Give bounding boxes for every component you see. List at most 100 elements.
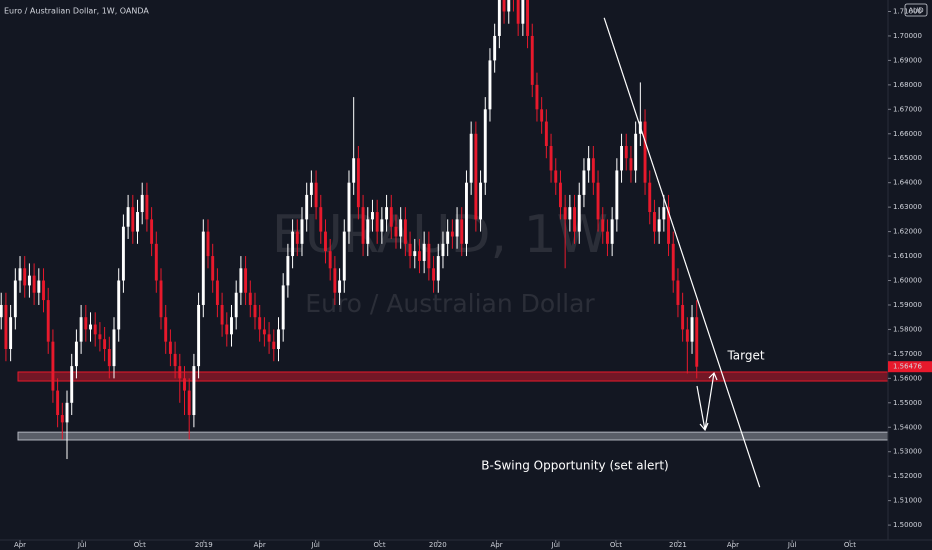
candle-body: [558, 182, 562, 208]
candle-body: [493, 35, 497, 61]
y-tick-label: 1.62000: [893, 228, 922, 236]
candle-body: [244, 268, 248, 293]
candle-body: [333, 268, 337, 293]
candle-body: [248, 292, 252, 305]
y-tick-label: 1.66000: [893, 130, 922, 138]
x-tick-label: Oct: [373, 541, 385, 549]
candle-body: [432, 268, 436, 281]
candle-body: [230, 317, 233, 335]
candle-body: [554, 170, 558, 183]
candle-body: [300, 219, 304, 244]
candle-body: [220, 304, 224, 325]
candle-body: [540, 109, 544, 122]
candle-body: [187, 390, 191, 416]
candle-body: [150, 219, 154, 244]
candle-body: [70, 366, 74, 403]
candle-body: [488, 60, 492, 110]
candle-body: [690, 317, 694, 342]
candle-body: [197, 304, 201, 367]
y-tick-label: 1.51000: [893, 497, 922, 505]
candle-body: [535, 84, 539, 110]
y-tick-label: 1.59000: [893, 301, 922, 309]
candle-body: [403, 219, 407, 244]
candle-body: [620, 146, 624, 171]
y-tick-label: 1.64000: [893, 179, 922, 187]
y-tick-label: 1.50000: [893, 521, 922, 529]
candle-body: [577, 194, 581, 232]
candle-body: [582, 170, 586, 195]
candle-body: [671, 243, 675, 281]
candle-body: [685, 329, 689, 342]
annotation-bswing: B-Swing Opportunity (set alert): [481, 459, 668, 473]
candle-body: [643, 121, 647, 183]
candle-body: [309, 182, 313, 195]
watermark: EURAUD, 1W: [272, 205, 608, 265]
candle-body: [436, 256, 440, 281]
plot: [0, 0, 889, 488]
last-price-label: 1.56476: [893, 363, 922, 371]
candle-body: [394, 226, 398, 237]
x-tick-label: Oct: [844, 541, 856, 549]
y-tick-label: 1.65000: [893, 154, 922, 162]
candle-body: [23, 268, 27, 286]
y-tick-label: 1.58000: [893, 325, 922, 333]
candle-body: [291, 231, 295, 257]
candle-body: [408, 243, 412, 257]
candle-body: [544, 121, 548, 147]
candle-body: [375, 212, 379, 232]
x-tick-label: Apr: [254, 541, 266, 549]
watermark-subtitle: Euro / Australian Dollar: [305, 289, 595, 318]
candle-body: [215, 280, 219, 305]
candle-body: [347, 182, 351, 232]
candle-body: [42, 280, 45, 301]
candle-body: [624, 146, 628, 159]
candle-body: [253, 304, 257, 318]
candle-body: [371, 212, 374, 220]
y-tick-label: 1.60000: [893, 277, 922, 285]
candle-body: [549, 146, 553, 171]
y-tick-label: 1.67000: [893, 105, 922, 113]
annotation-target: Target: [726, 349, 764, 363]
candle-body: [615, 170, 619, 220]
candle-body: [521, 0, 525, 24]
candle-body: [4, 304, 8, 349]
candle-body: [140, 194, 144, 213]
x-tick-label: Apr: [490, 541, 502, 549]
candle-body: [84, 317, 88, 330]
candle-body: [145, 194, 149, 220]
x-tick-label: Apr: [727, 541, 739, 549]
candle-body: [286, 256, 290, 286]
y-tick-label: 1.55000: [893, 399, 922, 407]
candle-body: [164, 317, 168, 342]
candle-body: [587, 158, 591, 171]
y-tick-label: 1.63000: [893, 203, 922, 211]
candle-body: [507, 0, 511, 12]
candle-body: [262, 329, 266, 335]
candle-body: [328, 251, 332, 269]
candle-body: [605, 231, 609, 244]
candle-body: [295, 231, 299, 244]
candle-body: [136, 212, 139, 232]
candle-body: [281, 285, 285, 330]
y-tick-label: 1.57000: [893, 350, 922, 358]
up-arrow: [704, 371, 718, 431]
candle-body: [676, 280, 680, 305]
candle-body: [9, 317, 13, 349]
candle-body: [465, 182, 468, 244]
candle-body: [422, 243, 426, 261]
price-zone: [17, 431, 889, 441]
candle-body: [305, 194, 309, 220]
x-tick-label: 2020: [429, 541, 447, 549]
y-tick-label: 1.54000: [893, 423, 922, 431]
y-tick-label: 1.71000: [893, 7, 922, 15]
candle-body: [178, 366, 182, 379]
candle-body: [206, 231, 210, 257]
candle-body: [652, 212, 656, 232]
candle-body: [695, 317, 699, 367]
candle-body: [183, 378, 186, 391]
currency-label: AUD: [908, 7, 923, 15]
candle-body: [479, 182, 483, 220]
